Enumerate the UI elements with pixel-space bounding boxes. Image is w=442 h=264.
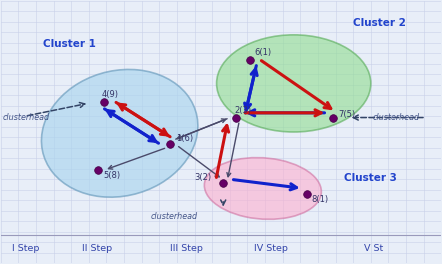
Ellipse shape	[204, 158, 321, 219]
Text: II Step: II Step	[82, 244, 112, 253]
Text: 5(8): 5(8)	[103, 171, 120, 180]
Text: V St: V St	[364, 244, 384, 253]
Text: I Step: I Step	[11, 244, 39, 253]
Text: 4(9): 4(9)	[102, 90, 119, 99]
Text: clusterhead: clusterhead	[151, 211, 198, 220]
Text: 3(2): 3(2)	[194, 173, 212, 182]
Text: IV Step: IV Step	[254, 244, 288, 253]
Ellipse shape	[42, 69, 198, 197]
Text: 2(3): 2(3)	[234, 106, 251, 115]
Text: 8(1): 8(1)	[311, 195, 328, 204]
Text: 6(1): 6(1)	[254, 48, 271, 57]
Text: Cluster 2: Cluster 2	[353, 18, 406, 28]
Text: Cluster 1: Cluster 1	[42, 39, 95, 49]
Text: III Step: III Step	[170, 244, 203, 253]
Text: clusterhead: clusterhead	[373, 113, 420, 122]
Ellipse shape	[217, 35, 371, 132]
Text: clusterhead: clusterhead	[3, 113, 50, 122]
Text: 1(6): 1(6)	[175, 134, 193, 143]
Text: 7(5): 7(5)	[339, 110, 356, 119]
Text: Cluster 3: Cluster 3	[344, 173, 397, 183]
